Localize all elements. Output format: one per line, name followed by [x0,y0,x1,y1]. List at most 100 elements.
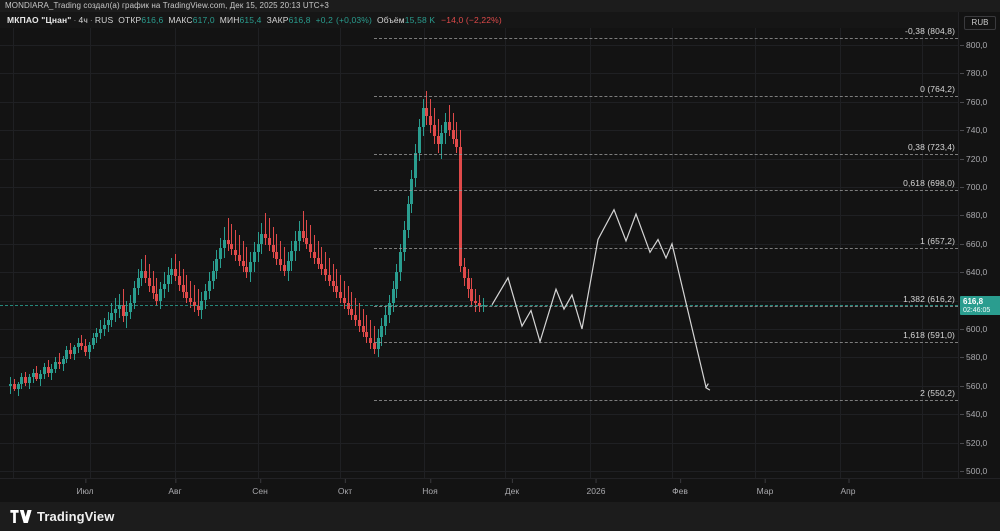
legend-interval[interactable]: 4ч [78,15,88,25]
candle-body [346,303,350,310]
fib-level-label: 0,38 (723,4) [907,141,955,152]
grid-line-vertical [922,28,923,478]
time-tick-label: Мар [756,479,774,496]
candle-body [99,328,102,334]
chart-plot-area[interactable]: -0,38 (804,8) 0 (764,2) 0,38 (723,4) 0,618 … [0,28,958,478]
price-scale[interactable]: RUB 800,0 780,0 760,0 740,0 720,0 700,0 680,0 6… [958,12,1000,478]
candle-body [166,275,170,284]
candle-wick [370,320,371,349]
candle-body [159,289,162,301]
legend-change-abs: +0,2 [315,15,334,25]
fib-level-line[interactable] [374,153,958,155]
candle-wick [178,260,180,291]
candle-body [327,275,331,281]
projection-polyline [491,208,711,391]
grid-line-vertical [755,28,756,478]
fib-level-line[interactable] [374,247,958,249]
grid-line-horizontal [0,130,958,132]
legend-separator-2: · [89,15,93,25]
candle-body [196,306,200,311]
grid-line-vertical [672,28,673,478]
candle-body [31,373,35,378]
time-scale[interactable]: Июл Авг Сен Окт Ноя Дек 2026 Фев Мар Апр [0,478,1000,502]
candle-body [136,277,140,288]
projection-path[interactable] [0,28,958,478]
candle-wick [148,263,150,292]
candle-body [249,262,252,273]
candle-wick [475,289,476,312]
candle-wick [343,280,345,310]
candle-wick [145,255,146,284]
candle-body [234,249,237,256]
fib-level-line[interactable] [374,189,958,191]
candle-wick [58,353,60,369]
price-tick-label: 720,0 [959,153,988,164]
candle-body [72,347,76,355]
candle-body [282,265,286,271]
time-tick-label: Ноя [422,479,438,496]
candle-wick [482,297,484,312]
fib-level-line[interactable] [374,95,958,97]
legend-symbol[interactable]: МКПАО "Цнан" [7,15,72,25]
fib-level-line[interactable] [374,305,958,307]
candle-body [162,283,166,290]
grid-line-horizontal [0,414,958,416]
candle-body [260,233,264,244]
fib-level-label: 1,382 (616,2) [903,293,955,304]
legend-separator-1: · [73,15,77,25]
candle-wick [313,235,315,264]
candle-wick [325,252,326,281]
candle-body [301,231,305,239]
fib-level-line[interactable] [374,38,958,40]
candle-wick [306,219,308,250]
candle-body [147,277,151,287]
currency-button[interactable]: RUB [964,16,996,30]
candle-wick [182,269,184,298]
candle-body [204,290,207,301]
footer-bar: TradingView [0,502,1000,531]
candle-body [410,178,414,205]
candle-body [275,252,279,260]
fib-level-label: 0,618 (698,0) [903,177,955,188]
fib-level-line[interactable] [374,341,958,343]
candle-body [39,374,42,379]
fib-level-line[interactable] [374,399,958,401]
candle-body [155,293,159,301]
candle-wick [265,212,266,246]
candle-body [474,300,477,304]
candle-body [309,243,312,253]
grid-line-horizontal [0,357,958,359]
candle-body [264,233,267,239]
legend-close-label: ЗАКР [266,15,289,25]
legend-volume-value: 15,58 K [404,15,436,25]
grid-line-horizontal [0,470,958,472]
fib-level-label: 1 (657,2) [920,235,955,246]
candle-body [181,284,185,292]
grid-line-horizontal [0,272,958,274]
legend-low-label: МИН [219,15,240,25]
tradingview-logo[interactable]: TradingView [10,509,114,524]
candle-body [256,243,260,253]
candle-body [189,297,192,302]
candle-body [245,266,249,273]
candle-body [436,135,440,145]
candle-wick [276,233,278,265]
candle-body [267,238,271,246]
candle-wick [366,314,368,344]
candle-body [177,276,181,285]
candle-wick [373,326,375,355]
time-tick-label: Окт [337,479,353,496]
candle-body [65,350,69,359]
candle-wick [152,270,154,300]
candle-body [20,377,24,385]
candle-body [54,361,57,369]
fib-level-label: 2 (550,2) [920,387,955,398]
candle-body [417,127,421,153]
candle-body [425,107,429,116]
candle-body [95,333,99,338]
grid-line-horizontal [0,101,958,103]
candle-body [361,326,365,332]
candle-wick [268,218,270,251]
candle-body [432,124,436,136]
